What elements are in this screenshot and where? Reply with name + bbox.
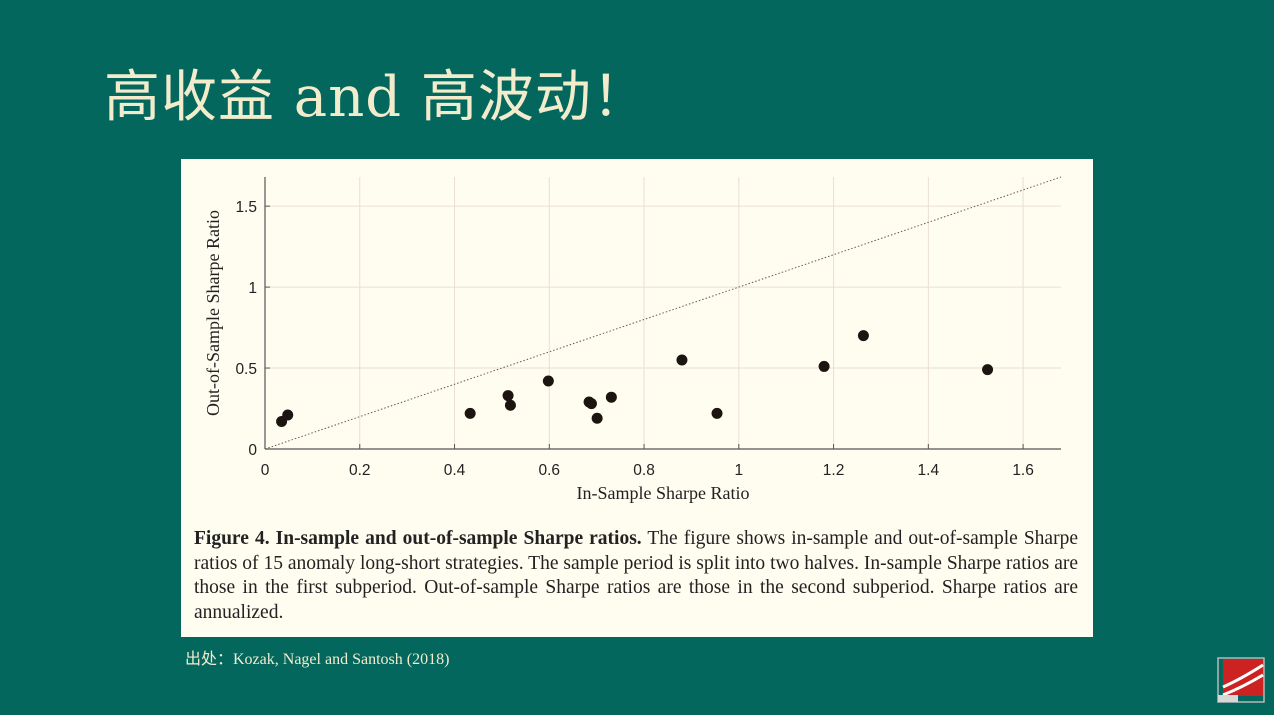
x-tick-label: 0.8 (633, 462, 655, 479)
data-point (676, 354, 688, 366)
data-point (502, 390, 514, 402)
x-tick-label: 0.6 (539, 462, 561, 479)
x-tick-label: 0.4 (444, 462, 466, 479)
figure-panel: 0 0.2 0.4 0.6 0.8 1 1.2 1.4 1.6 0 0.5 1 1.5 In-Sample… (181, 159, 1093, 637)
source-citation: 出处：Kozak, Nagel and Santosh (2018) (185, 651, 450, 668)
y-axis-label: Out-of-Sample Sharpe Ratio (203, 210, 223, 416)
y-tick-label: 1.5 (235, 199, 257, 216)
x-tick-label: 1.2 (823, 462, 845, 479)
data-point (857, 330, 869, 342)
institution-logo-icon (1217, 657, 1265, 703)
x-tick-label: 0 (261, 462, 270, 479)
figure-caption: Figure 4. In-sample and out-of-sample Sh… (194, 527, 1078, 625)
data-point (591, 412, 603, 424)
data-point (504, 399, 516, 411)
y-tick-label: 0 (248, 442, 257, 459)
data-point (711, 407, 723, 419)
x-tick-label: 1.4 (918, 462, 940, 479)
data-point (818, 360, 830, 372)
caption-text: The figure shows in-sample and out-of-sa… (194, 528, 1078, 623)
data-point (585, 398, 597, 410)
reference-line-45deg (264, 176, 1062, 450)
data-point (982, 364, 994, 376)
data-point (464, 407, 476, 419)
x-axis-label: In-Sample Sharpe Ratio (577, 483, 750, 503)
y-tick-label: 0.5 (235, 361, 257, 378)
data-point (605, 391, 617, 403)
x-tick-label: 1 (734, 462, 743, 479)
y-tick-label: 1 (248, 280, 257, 297)
x-tick-label: 0.2 (349, 462, 371, 479)
data-point (542, 375, 554, 387)
caption-title: Figure 4. In-sample and out-of-sample Sh… (194, 528, 642, 549)
x-tick-label: 1.6 (1012, 462, 1034, 479)
slide-title: 高收益 and 高波动！ (104, 65, 649, 130)
scatter-chart: 0 0.2 0.4 0.6 0.8 1 1.2 1.4 1.6 0 0.5 1 1.5 In-Sample… (203, 176, 1062, 503)
data-point (282, 409, 294, 421)
